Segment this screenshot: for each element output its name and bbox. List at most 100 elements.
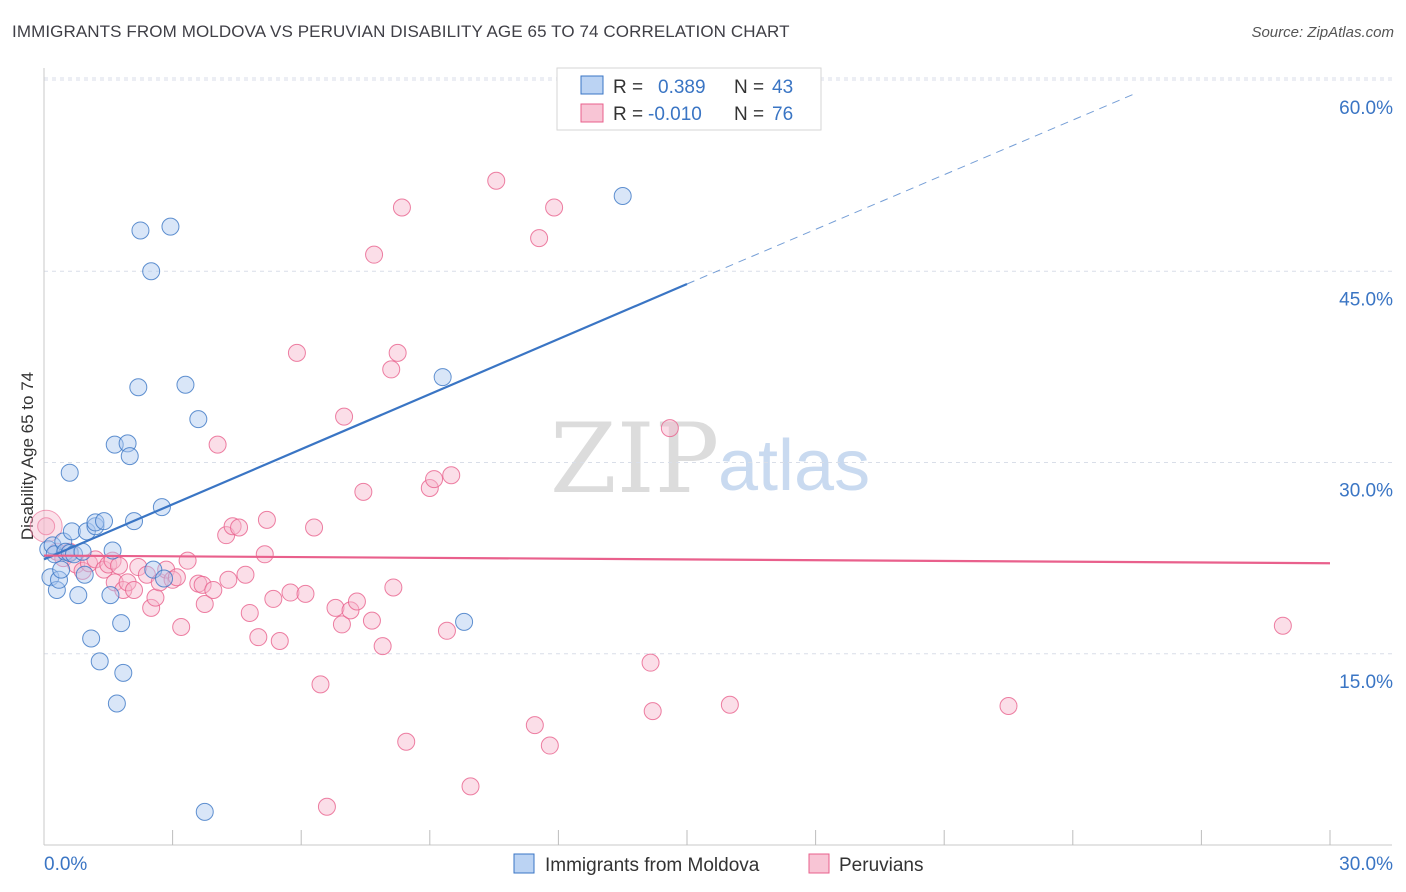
peruvians-point-47	[317, 797, 336, 816]
moldova-point-31	[129, 378, 148, 397]
peruvians-point-27	[193, 575, 212, 594]
peruvians-point-65	[442, 466, 461, 485]
y-tick-label-45: 45.0%	[1339, 289, 1393, 310]
peruvians-point-28	[195, 595, 214, 614]
peruvians-point-37	[249, 628, 268, 647]
moldova-point-25	[107, 694, 126, 713]
moldova-point-39	[189, 410, 208, 429]
watermark: ZIP atlas	[550, 403, 870, 515]
moldova-point-26	[112, 614, 131, 633]
moldova-point-17	[82, 629, 101, 648]
legend-n-value-2: 76	[772, 104, 793, 125]
peruvians-point-24	[172, 617, 191, 636]
peruvians-point-55	[365, 245, 384, 264]
x-axis-ticks	[172, 830, 1331, 845]
peruvians-point-51	[341, 601, 360, 620]
peruvians-point-41	[270, 632, 289, 650]
peruvians-point-33	[223, 517, 242, 536]
peruvians-point-42	[281, 583, 300, 602]
trend-line-peruvians	[43, 554, 1331, 565]
moldova-point-18	[86, 517, 105, 536]
peruvians-point-77	[1273, 616, 1292, 635]
peruvians-point-63	[425, 470, 444, 489]
legend-r-label-1: R =	[613, 77, 643, 98]
moldova-point-13	[69, 586, 88, 605]
legend-n-label-2: N =	[734, 104, 764, 125]
legend-r-value-1: 0.389	[658, 77, 706, 98]
moldova-point-20	[90, 652, 109, 671]
trend-line-moldova-extension	[686, 92, 1138, 285]
peruvians-point-68	[525, 716, 544, 735]
peruvians-point-25	[178, 551, 197, 570]
peruvians-point-56	[373, 637, 392, 656]
series-moldova-points	[39, 187, 632, 821]
moldova-point-6	[52, 560, 71, 579]
moldova-point-38	[176, 375, 195, 394]
peruvians-point-76	[999, 697, 1018, 716]
moldova-point-42	[455, 612, 474, 631]
peruvians-point-50	[335, 407, 354, 426]
peruvians-point-45	[305, 518, 324, 537]
moldova-point-21	[95, 512, 114, 531]
moldova-point-40	[195, 802, 214, 821]
legend-swatch-moldova	[580, 75, 604, 95]
y-tick-label-15: 15.0%	[1339, 672, 1393, 693]
peruvians-point-36	[240, 603, 259, 622]
peruvians-point-21	[157, 560, 176, 579]
legend-n-value-1: 43	[772, 77, 793, 98]
legend-n-label-1: N =	[734, 77, 764, 98]
peruvians-point-49	[332, 615, 351, 634]
moldova-point-43	[613, 187, 632, 206]
bottom-legend-label-moldova[interactable]: Immigrants from Moldova	[545, 855, 760, 876]
peruvians-point-70	[540, 736, 559, 755]
bottom-legend-label-peruvians[interactable]: Peruvians	[839, 855, 924, 876]
x-tick-label-min: 0.0%	[44, 854, 87, 875]
moldova-point-41	[433, 368, 452, 387]
peruvians-point-30	[208, 435, 227, 454]
watermark-zip: ZIP	[550, 403, 719, 515]
moldova-point-23	[103, 541, 122, 560]
y-tick-label-60: 60.0%	[1339, 98, 1393, 119]
legend-box: R = 0.389 N = 43 R = -0.010 N = 76	[556, 67, 822, 131]
peruvians-point-38	[255, 545, 274, 564]
peruvians-point-73	[643, 702, 662, 721]
peruvians-point-66	[461, 777, 480, 796]
peruvians-point-40	[264, 589, 283, 608]
trend-lines	[43, 92, 1331, 565]
peruvians-point-39	[257, 510, 276, 529]
bottom-legend-swatch-moldova[interactable]	[513, 853, 535, 874]
peruvians-point-64	[437, 621, 456, 640]
peruvians-point-44	[296, 584, 315, 603]
peruvians-point-48	[326, 598, 345, 617]
peruvians-point-58	[384, 578, 403, 597]
peruvians-point-14	[118, 573, 137, 592]
moldova-point-36	[155, 569, 174, 588]
peruvians-point-53	[354, 482, 373, 501]
watermark-atlas: atlas	[718, 426, 870, 506]
moldova-point-34	[144, 560, 163, 579]
moldova-point-24	[105, 435, 124, 454]
peruvians-point-54	[362, 611, 381, 630]
moldova-point-27	[114, 663, 133, 682]
moldova-point-22	[101, 586, 120, 605]
peruvians-point-large	[29, 509, 63, 543]
legend-r-label-2: R =	[613, 104, 643, 125]
peruvians-point-18	[142, 598, 161, 617]
peruvians-point-19	[146, 588, 165, 607]
peruvians-point-60	[392, 198, 411, 217]
peruvians-point-23	[167, 568, 186, 587]
peruvians-point-0	[37, 517, 56, 536]
peruvians-point-69	[530, 229, 549, 248]
legend-swatch-peruvians	[580, 103, 604, 123]
bottom-legend: Immigrants from Moldova Peruvians	[513, 853, 924, 876]
peruvians-point-34	[230, 518, 249, 537]
peruvians-point-72	[641, 653, 660, 672]
peruvians-point-71	[545, 198, 564, 217]
bottom-legend-swatch-peruvians[interactable]	[808, 853, 830, 874]
moldova-point-33	[142, 262, 161, 281]
moldova-point-15	[75, 565, 94, 584]
moldova-point-11	[62, 522, 81, 541]
y-tick-labels: 15.0% 30.0% 45.0% 60.0%	[1339, 98, 1393, 693]
peruvians-point-29	[204, 581, 223, 599]
x-tick-label-max: 30.0%	[1339, 854, 1393, 875]
